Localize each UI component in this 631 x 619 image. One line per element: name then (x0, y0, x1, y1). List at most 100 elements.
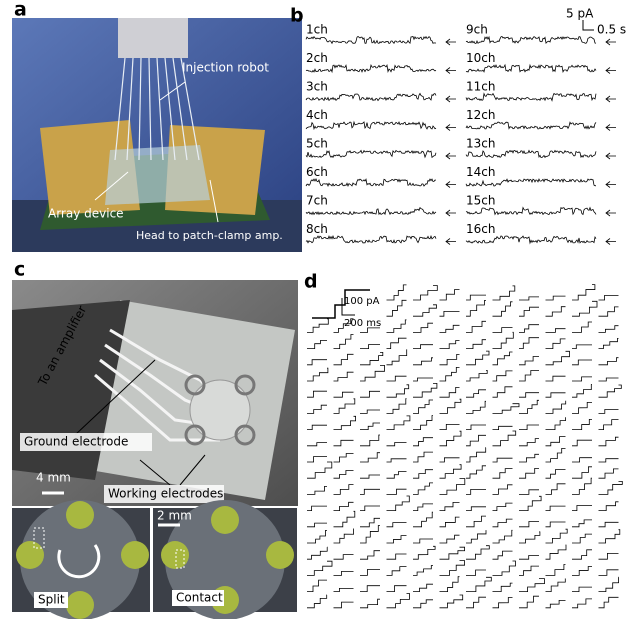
inset-photo: Split (12, 500, 150, 619)
trace (306, 94, 436, 101)
step-trace (440, 399, 461, 413)
step-trace (413, 305, 437, 316)
step-trace (493, 530, 513, 543)
step-trace (546, 545, 567, 559)
step-trace (360, 586, 380, 592)
step-trace (572, 402, 592, 413)
step-trace (413, 470, 433, 479)
step-trace (599, 553, 619, 559)
step-trace (599, 570, 619, 576)
scale-bar: 5 pA 0.5 s (566, 7, 626, 37)
step-trace (440, 387, 460, 397)
scale-label: 0.5 s (597, 23, 626, 37)
step-trace (546, 522, 566, 527)
step-trace (546, 448, 566, 462)
step-trace (546, 393, 566, 397)
step-trace (466, 570, 486, 575)
step-trace (413, 438, 433, 446)
trace (466, 37, 596, 44)
step-trace (519, 439, 539, 446)
trace (306, 122, 436, 129)
step-trace (466, 370, 487, 381)
step-trace (360, 570, 380, 576)
step-trace (360, 410, 380, 413)
step-trace (387, 350, 407, 365)
step-trace (387, 472, 407, 479)
step-trace (466, 425, 486, 430)
channel-label: 2ch (306, 51, 328, 65)
step-trace (307, 319, 328, 333)
step-trace (599, 358, 619, 365)
step-trace (466, 507, 486, 511)
step-trace (360, 352, 383, 364)
step-trace (440, 325, 460, 332)
step-trace (360, 391, 380, 397)
step-trace (572, 285, 595, 300)
channel-label: 10ch (466, 51, 495, 65)
step-trace (307, 443, 327, 446)
channel-label: 13ch (466, 137, 495, 151)
step-trace (387, 594, 410, 608)
step-trace (360, 599, 380, 608)
step-trace (440, 547, 465, 559)
step-trace (572, 478, 592, 494)
trace (466, 65, 596, 72)
step-trace (519, 297, 539, 300)
arrow (606, 153, 616, 159)
arrow (446, 68, 456, 74)
step-trace (599, 522, 619, 527)
step-trace (334, 588, 354, 591)
trace (306, 65, 436, 72)
arrow (606, 239, 616, 245)
step-trace (387, 399, 407, 414)
step-trace (387, 536, 407, 543)
step-trace (519, 338, 539, 349)
step-trace (599, 469, 619, 478)
step-trace (546, 506, 566, 511)
trace (466, 151, 596, 158)
step-trace (387, 523, 407, 527)
step-trace (572, 520, 592, 527)
step-trace (334, 555, 354, 560)
step-trace (413, 566, 433, 576)
step-trace (334, 471, 354, 479)
step-trace (440, 577, 460, 592)
step-trace (413, 512, 433, 527)
step-trace (519, 393, 539, 398)
arrow (606, 39, 616, 45)
step-trace (334, 335, 354, 349)
channel-label: 9ch (466, 23, 488, 37)
step-trace (572, 345, 592, 349)
step-trace (493, 352, 513, 365)
step-trace (360, 435, 380, 446)
step-trace (440, 458, 460, 462)
step-trace (440, 424, 460, 429)
step-trace (546, 339, 566, 349)
step-trace (360, 489, 380, 494)
step-trace (519, 425, 539, 430)
annotation: Ground electrode (24, 435, 128, 449)
step-trace (546, 579, 566, 592)
step-trace (466, 577, 491, 591)
arrow (606, 210, 616, 216)
step-trace (572, 550, 592, 559)
step-trace (307, 462, 332, 478)
step-trace (307, 368, 328, 381)
step-trace (599, 410, 619, 414)
step-trace (440, 431, 462, 446)
step-trace (519, 357, 539, 365)
step-trace (599, 502, 619, 511)
step-trace (387, 586, 407, 592)
step-trace (466, 340, 486, 349)
step-trace (466, 435, 486, 446)
step-trace (599, 597, 619, 608)
trace (466, 208, 596, 215)
step-trace (599, 459, 619, 462)
step-trace (519, 596, 539, 608)
step-trace (387, 496, 410, 511)
step-trace (546, 437, 566, 446)
step-trace (307, 486, 327, 494)
step-trace (493, 551, 513, 559)
step-trace (440, 502, 460, 510)
channel-label: 8ch (306, 222, 328, 236)
